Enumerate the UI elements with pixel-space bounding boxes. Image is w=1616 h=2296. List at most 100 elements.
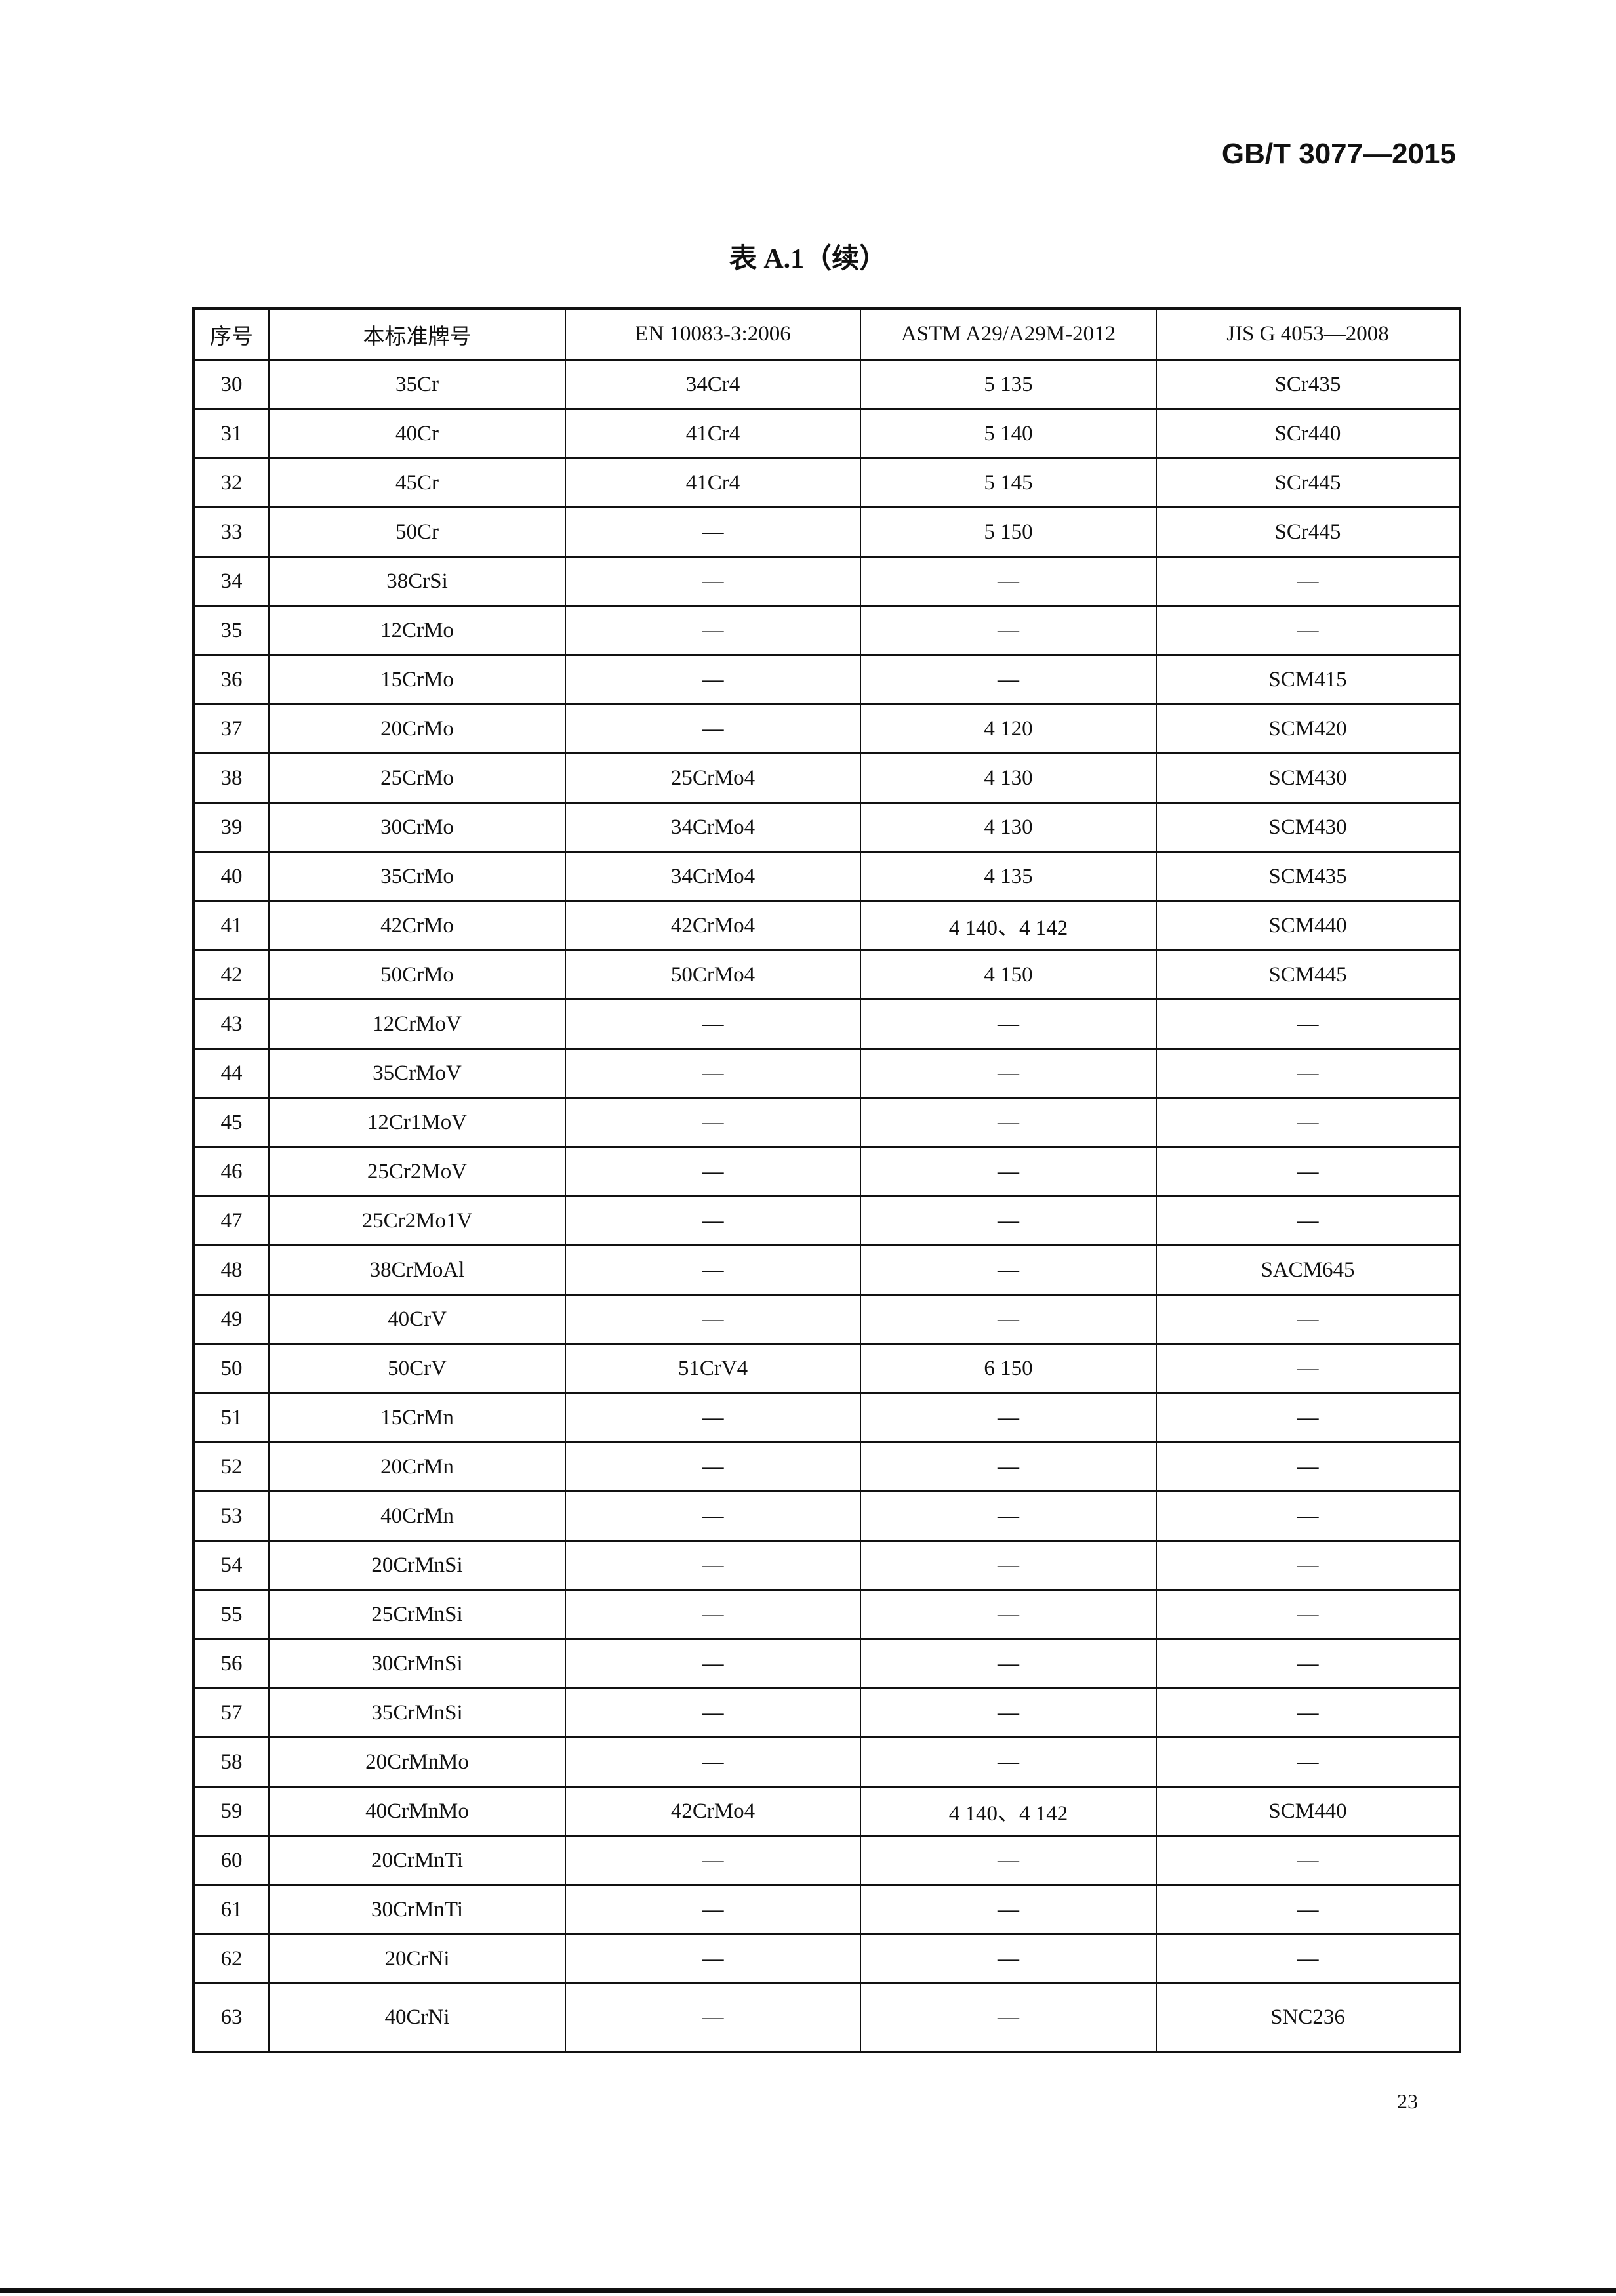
table-row: 33 50Cr —5 150 SCr445: [193, 506, 1461, 558]
table-cell: —: [860, 1638, 1157, 1689]
table-cell: SCr445: [1156, 457, 1461, 508]
table-cell: 40CrV: [268, 1294, 566, 1345]
table-cell: 48: [193, 1244, 270, 1296]
table-cell: SCM445: [1156, 949, 1461, 1000]
column-header: 本标准牌号: [268, 307, 566, 361]
table-row: 30 35Cr 34Cr4 5 135 SCr435: [193, 359, 1461, 410]
table-cell: 45Cr: [268, 457, 566, 508]
table-row: 31 40Cr 41Cr4 5 140 SCr440: [193, 408, 1461, 459]
table-title: 表 A.1（续）: [729, 244, 887, 274]
table-cell: 15CrMo: [268, 654, 566, 705]
table-cell: 62: [193, 1933, 270, 1984]
table-cell: 42CrMo: [268, 900, 566, 951]
table-cell: SCr445: [1156, 506, 1461, 558]
table-row: 37 20CrMo —4 120 SCM420: [193, 703, 1461, 754]
table-cell: —: [565, 1884, 861, 1935]
table-cell: —: [565, 1687, 861, 1738]
table-cell: SCM435: [1156, 851, 1461, 902]
table-cell: 34CrMo4: [565, 851, 861, 902]
table-cell: 35CrMoV: [268, 1048, 566, 1099]
table-cell: —: [860, 1195, 1157, 1246]
table-cell: —: [860, 1933, 1157, 1984]
table-cell: —: [860, 1736, 1157, 1788]
table-cell: 38: [193, 752, 270, 804]
table-cell: —: [860, 1441, 1157, 1492]
table-row: 52 20CrMn — — —: [193, 1441, 1461, 1492]
table-cell: 5 135: [860, 359, 1157, 410]
table-cell: 37: [193, 703, 270, 754]
table-cell: —: [1156, 1589, 1461, 1640]
table-cell: 35Cr: [268, 359, 566, 410]
table-row: 55 25CrMnSi — — —: [193, 1589, 1461, 1640]
table-row: 53 40CrMn — — —: [193, 1490, 1461, 1542]
table-cell: 42CrMo4: [565, 900, 861, 951]
table-cell: 53: [193, 1490, 270, 1542]
table-cell: 56: [193, 1638, 270, 1689]
table-cell: 57: [193, 1687, 270, 1738]
table-cell: 20CrMnTi: [268, 1835, 566, 1886]
table-cell: 34: [193, 556, 270, 607]
table-cell: —: [1156, 1687, 1461, 1738]
table-cell: 4 135: [860, 851, 1157, 902]
table-cell: —: [565, 556, 861, 607]
table-cell: —: [860, 1982, 1157, 2053]
table-cell: 40CrMnMo: [268, 1786, 566, 1837]
table-cell: —: [1156, 1146, 1461, 1197]
table-cell: 4 130: [860, 802, 1157, 853]
table-cell: 35: [193, 605, 270, 656]
table-cell: —: [565, 1933, 861, 1984]
table-cell: 12CrMoV: [268, 998, 566, 1050]
table-cell: —: [565, 703, 861, 754]
column-header: JIS G 4053—2008: [1156, 307, 1461, 361]
table-cell: 38CrMoAl: [268, 1244, 566, 1296]
table-cell: 41Cr4: [565, 408, 861, 459]
table-cell: 30: [193, 359, 270, 410]
table-cell: —: [860, 1146, 1157, 1197]
table-row: 61 30CrMnTi — — —: [193, 1884, 1461, 1935]
page-number: 23: [1397, 2089, 1418, 2113]
table-cell: SCM430: [1156, 802, 1461, 853]
table-cell: 47: [193, 1195, 270, 1246]
table-cell: 49: [193, 1294, 270, 1345]
table-cell: 25CrMo4: [565, 752, 861, 804]
table-cell: SCr440: [1156, 408, 1461, 459]
table-cell: —: [860, 1687, 1157, 1738]
table-cell: —: [1156, 1884, 1461, 1935]
table-cell: —: [860, 998, 1157, 1050]
table-cell: —: [1156, 1097, 1461, 1148]
table-cell: 34Cr4: [565, 359, 861, 410]
table-cell: 20CrMo: [268, 703, 566, 754]
table-cell: —: [565, 1146, 861, 1197]
table-row: 41 42CrMo 42CrMo4 4 140、4 142 SCM440: [193, 900, 1461, 951]
table-cell: —: [1156, 1294, 1461, 1345]
standard-number: GB/T 3077—2015: [1221, 138, 1456, 170]
table-header-row: 序号 本标准牌号 EN 10083-3:2006 ASTM A29/A29M-2012…: [193, 307, 1461, 361]
table-cell: 25CrMnSi: [268, 1589, 566, 1640]
table-cell: —: [565, 1540, 861, 1591]
table-cell: —: [565, 1490, 861, 1542]
table-row: 60 20CrMnTi — — —: [193, 1835, 1461, 1886]
table-cell: —: [565, 1835, 861, 1886]
table-cell: SCM440: [1156, 1786, 1461, 1837]
table-cell: —: [565, 506, 861, 558]
table-cell: 50Cr: [268, 506, 566, 558]
column-header: 序号: [193, 307, 270, 361]
table-row: 45 12Cr1MoV — — —: [193, 1097, 1461, 1148]
bottom-rule: [0, 2288, 1616, 2293]
table-cell: —: [565, 1097, 861, 1148]
table-cell: —: [860, 1294, 1157, 1345]
table-cell: —: [860, 1097, 1157, 1148]
table-cell: 20CrMn: [268, 1441, 566, 1492]
table-cell: 25Cr2MoV: [268, 1146, 566, 1197]
table-row: 56 30CrMnSi — — —: [193, 1638, 1461, 1689]
table-cell: —: [860, 1244, 1157, 1296]
table-cell: —: [1156, 1835, 1461, 1886]
table-cell: —: [1156, 1195, 1461, 1246]
table-cell: 15CrMn: [268, 1392, 566, 1443]
table-cell: 50CrMo4: [565, 949, 861, 1000]
table-row: 34 38CrSi — — —: [193, 556, 1461, 607]
table-row: 39 30CrMo 34CrMo4 4 130 SCM430: [193, 802, 1461, 853]
table-cell: —: [860, 1589, 1157, 1640]
table-cell: 20CrMnMo: [268, 1736, 566, 1788]
table-cell: 40CrMn: [268, 1490, 566, 1542]
